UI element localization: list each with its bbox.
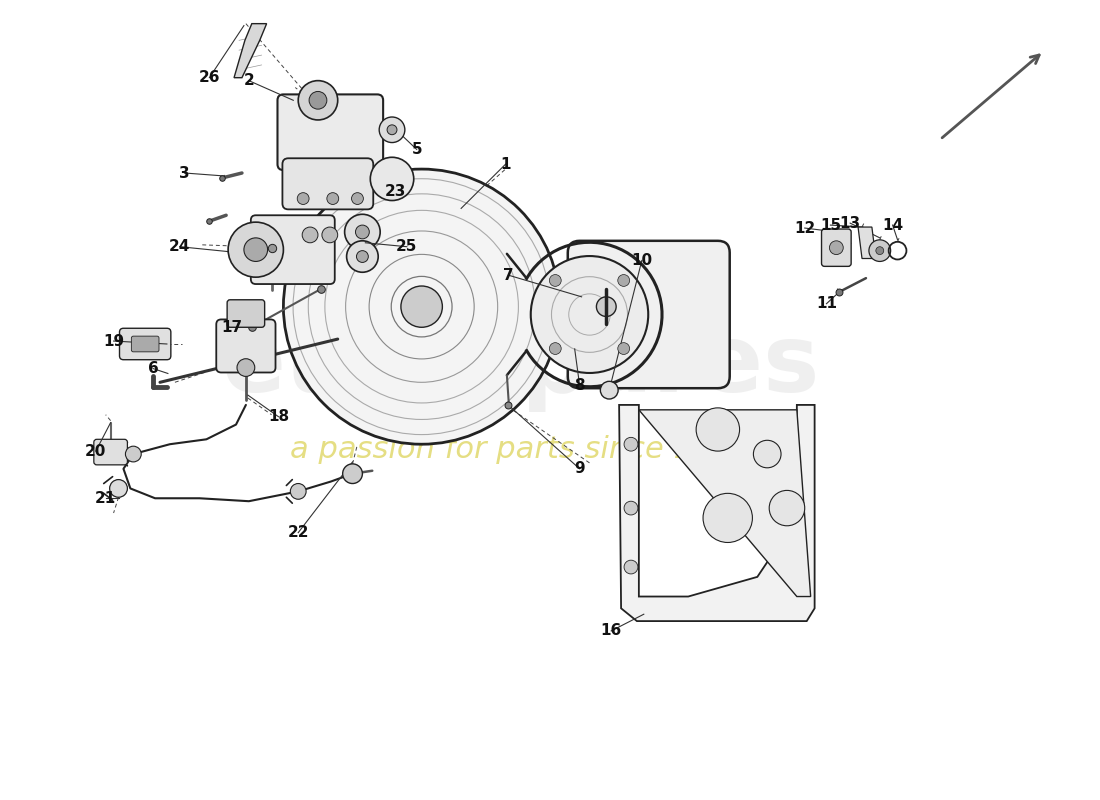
Circle shape [624,502,638,515]
Circle shape [298,81,338,120]
FancyBboxPatch shape [283,158,373,210]
Text: 9: 9 [574,462,585,476]
Polygon shape [639,410,811,597]
Circle shape [379,117,405,142]
Circle shape [352,193,363,205]
Circle shape [322,227,338,242]
Circle shape [696,408,739,451]
Circle shape [769,490,805,526]
Text: 21: 21 [95,490,117,506]
Circle shape [244,238,267,262]
Circle shape [869,240,891,262]
Circle shape [618,274,629,286]
FancyBboxPatch shape [227,300,265,327]
Text: 10: 10 [631,253,652,268]
Circle shape [618,342,629,354]
Text: 5: 5 [411,142,422,157]
Text: 25: 25 [396,239,418,254]
Circle shape [624,438,638,451]
Circle shape [703,494,752,542]
Circle shape [125,446,141,462]
Text: eurospares: eurospares [222,320,820,412]
Text: 26: 26 [199,70,220,85]
FancyBboxPatch shape [568,241,729,388]
Text: 15: 15 [820,218,842,233]
Circle shape [400,286,442,327]
FancyBboxPatch shape [120,328,170,360]
FancyBboxPatch shape [251,215,334,284]
Text: 2: 2 [243,73,254,88]
Text: 1: 1 [500,157,510,172]
Circle shape [343,464,362,483]
Circle shape [387,125,397,134]
Circle shape [829,241,844,254]
Circle shape [110,479,128,498]
Text: 16: 16 [601,623,621,638]
Circle shape [876,246,883,254]
FancyBboxPatch shape [94,439,128,465]
Polygon shape [858,227,876,258]
Circle shape [601,382,618,399]
Text: 7: 7 [503,268,514,282]
Polygon shape [234,24,266,78]
Circle shape [530,256,648,373]
Text: 12: 12 [794,221,815,235]
Text: 24: 24 [169,239,190,254]
Circle shape [290,483,306,499]
FancyBboxPatch shape [822,229,851,266]
FancyBboxPatch shape [217,319,275,373]
Text: 6: 6 [147,361,158,376]
Text: 23: 23 [384,184,406,199]
Text: 19: 19 [103,334,124,349]
Text: 14: 14 [882,218,903,233]
Circle shape [302,227,318,242]
Text: 11: 11 [816,296,837,311]
Text: 20: 20 [85,443,107,458]
Circle shape [327,193,339,205]
Circle shape [228,222,284,277]
Circle shape [754,440,781,468]
Circle shape [346,241,378,272]
Circle shape [236,358,255,377]
FancyBboxPatch shape [131,336,160,352]
Text: 18: 18 [268,410,289,424]
Circle shape [344,214,381,250]
Text: a passion for parts since 1985: a passion for parts since 1985 [290,434,751,464]
Text: 22: 22 [287,525,309,540]
Text: 8: 8 [574,378,585,393]
Circle shape [297,193,309,205]
Circle shape [355,225,370,239]
Circle shape [624,560,638,574]
Polygon shape [619,405,815,621]
Circle shape [284,169,560,444]
Text: 3: 3 [179,166,190,181]
Circle shape [309,91,327,109]
FancyBboxPatch shape [277,94,383,170]
Circle shape [596,297,616,317]
Text: 17: 17 [221,320,243,334]
Circle shape [371,158,414,201]
Text: 13: 13 [839,216,860,230]
Circle shape [549,274,561,286]
Circle shape [356,250,369,262]
Circle shape [549,342,561,354]
